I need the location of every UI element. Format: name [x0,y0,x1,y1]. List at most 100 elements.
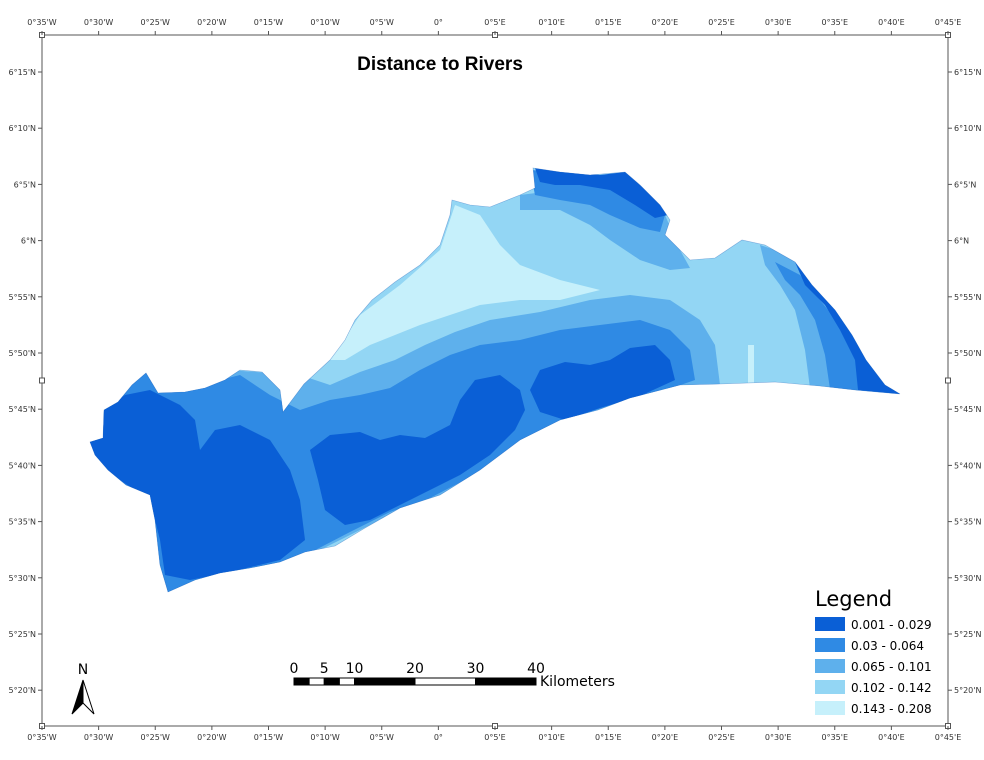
latitude-label: 5°50'N [954,349,981,358]
scale-bar-segment [338,677,355,686]
legend-label: 0.03 - 0.064 [851,639,924,653]
scale-bar-label: 20 [406,661,424,677]
latitude-label: 6°5'N [14,180,36,189]
legend-swatch [815,659,845,673]
legend-label: 0.001 - 0.029 [851,618,932,632]
land-outline [89,167,901,593]
scale-bar-label: 0 [290,661,299,677]
scale-bar-segment [293,677,310,686]
north-arrow-label: N [78,662,88,678]
latitude-label: 6°5'N [954,180,976,189]
longitude-label: 0°15'W [254,733,283,742]
longitude-label: 0°15'W [254,18,283,27]
legend-swatch [815,701,845,715]
latitude-label: 5°55'N [9,293,36,302]
longitude-label: 0° [434,18,443,27]
zone-band-1-ne [535,168,668,218]
longitude-labels-bottom: 0°35'W 0°30'W 0°25'W 0°20'W 0°15'W 0°10'W 0°5'… [27,726,961,742]
longitude-label: 0°30'E [765,733,792,742]
longitude-label: 0°35'W [27,18,56,27]
legend-label: 0.102 - 0.142 [851,681,932,695]
scale-bar-segment [308,677,325,686]
latitude-label: 5°45'N [9,405,36,414]
scale-bar: 0 5 10 20 30 40 Kilometers [290,661,615,690]
latitude-label: 5°40'N [954,461,981,470]
latitude-label: 5°25'N [9,630,36,639]
longitude-label: 0°25'E [708,18,735,27]
longitude-label: 0°30'E [765,18,792,27]
legend-swatch [815,617,845,631]
scale-bar-segment [323,677,340,686]
longitude-label: 0°40'E [878,733,905,742]
scale-bar-label: 30 [467,661,485,677]
zone-band-2-east [775,262,900,394]
zone-band-1-east [530,345,675,420]
north-arrow: N [71,662,95,715]
latitude-label: 5°45'N [954,405,981,414]
scale-bar-unit: Kilometers [540,674,615,690]
scale-bar-label: 40 [527,661,545,677]
latitude-label: 5°30'N [954,574,981,583]
latitude-label: 5°20'N [954,686,981,695]
longitude-label: 0°10'W [310,733,339,742]
longitude-label: 0°15'E [595,18,622,27]
frame-handle [945,377,951,384]
frame-handle [39,377,45,384]
latitude-label: 5°50'N [9,349,36,358]
longitude-label: 0°20'E [652,18,679,27]
legend-items: 0.001 - 0.029 0.03 - 0.064 0.065 - 0.101 0.… [815,617,932,716]
longitude-label: 0°20'E [652,733,679,742]
latitude-label: 6°15'N [954,68,981,77]
latitude-label: 5°25'N [954,630,981,639]
latitude-label: 6°15'N [9,68,36,77]
longitude-label: 0° [434,733,443,742]
latitude-label: 5°55'N [954,293,981,302]
longitude-label: 0°20'W [197,18,226,27]
longitude-label: 0°30'W [84,18,113,27]
longitude-label: 0°45'E [935,18,962,27]
zone-lightest-north [330,205,600,360]
zone-band-1-central [310,375,525,525]
longitude-label: 0°45'E [935,733,962,742]
scale-bar-segment [354,677,416,686]
latitude-label: 6°N [21,237,36,246]
latitude-label: 6°10'N [954,124,981,133]
map-title: Distance to Rivers [357,54,523,75]
longitude-label: 0°5'E [484,18,505,27]
latitude-labels-right: 6°15'N 6°10'N 6°5'N 6°N 5°55'N 5°50'N 5°45'N 5°… [948,68,981,695]
longitude-label: 0°25'W [141,18,170,27]
latitude-label: 6°N [954,237,969,246]
longitude-label: 0°20'W [197,733,226,742]
latitude-label: 5°35'N [954,518,981,527]
legend-label: 0.143 - 0.208 [851,702,932,716]
zone-streak [748,345,754,385]
legend-swatch [815,638,845,652]
longitude-label: 0°10'W [310,18,339,27]
longitude-label: 0°5'E [484,733,505,742]
longitude-label: 0°40'E [878,18,905,27]
latitude-label: 5°35'N [9,518,36,527]
latitude-label: 6°10'N [9,124,36,133]
latitude-label: 5°30'N [9,574,36,583]
longitude-labels-top: 0°35'W 0°30'W 0°25'W 0°20'W 0°15'W 0°10'W 0°5'… [27,18,961,35]
longitude-label: 0°25'E [708,733,735,742]
longitude-label: 0°5'W [370,18,394,27]
latitude-labels-left: 6°15'N 6°10'N 6°5'N 6°N 5°55'N 5°50'N 5°45'N 5°… [9,68,42,695]
longitude-label: 0°35'W [27,733,56,742]
scale-bar-label: 5 [320,661,329,677]
longitude-label: 0°35'E [821,18,848,27]
longitude-label: 0°10'E [538,18,565,27]
longitude-label: 0°30'W [84,733,113,742]
latitude-label: 5°20'N [9,686,36,695]
zone-band-1-west [90,390,305,580]
scale-bar-segment [475,677,537,686]
longitude-label: 0°35'E [821,733,848,742]
longitude-label: 0°10'E [538,733,565,742]
latitude-label: 5°40'N [9,461,36,470]
scale-bar-labels: 0 5 10 20 30 40 [290,661,545,677]
legend-title: Legend [815,587,892,611]
legend-label: 0.065 - 0.101 [851,660,932,674]
longitude-label: 0°5'W [370,733,394,742]
longitude-label: 0°25'W [141,733,170,742]
